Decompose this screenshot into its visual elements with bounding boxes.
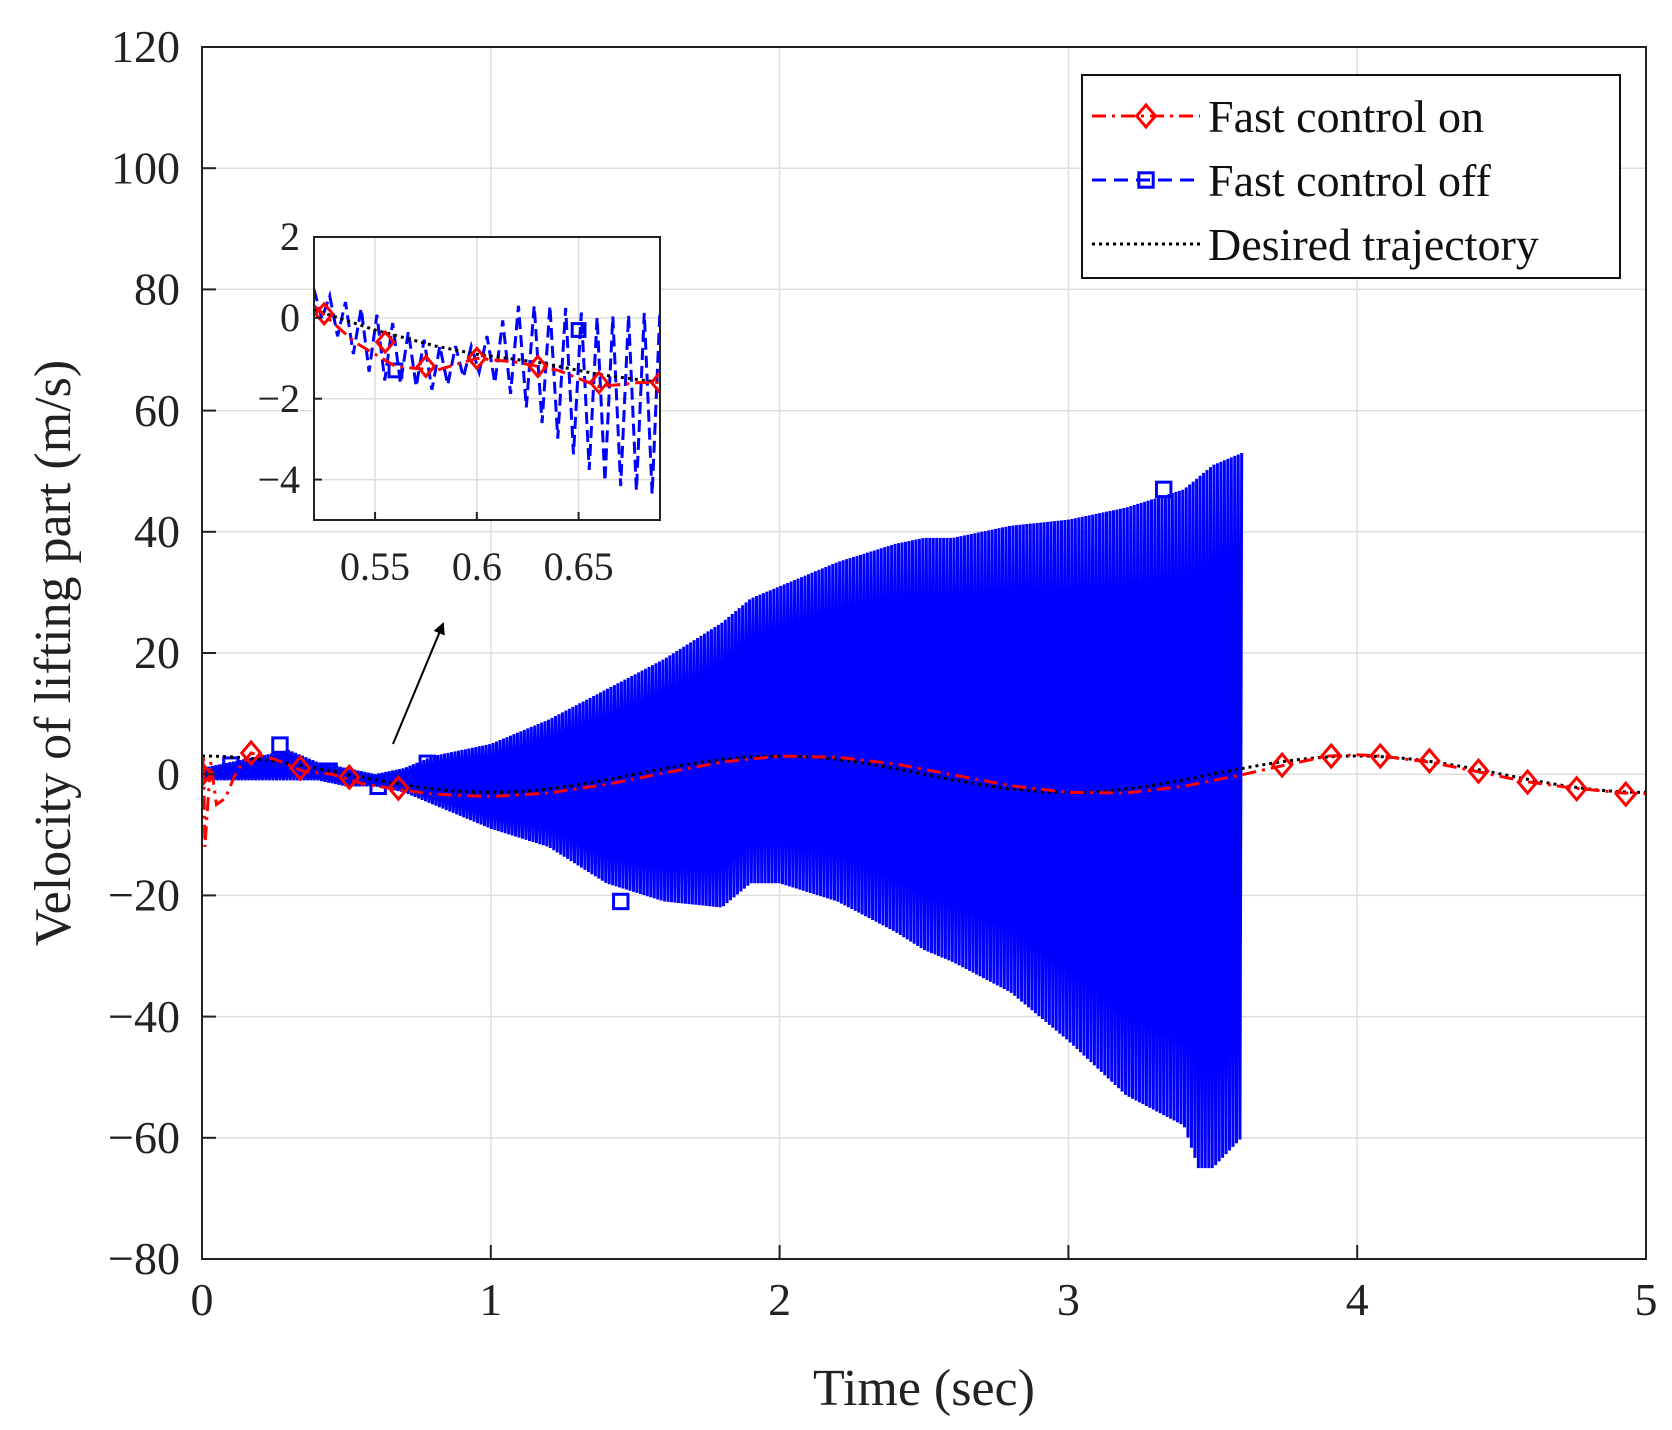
series-fast-control-on-marker <box>1319 742 1343 770</box>
series-fast-control-off-marker <box>271 736 289 754</box>
x-tick-label: 0 <box>191 1274 214 1325</box>
series-fast-control-on-marker <box>1467 757 1490 785</box>
y-tick-label: 80 <box>134 264 180 315</box>
legend-marker-fast-control-off <box>1137 171 1155 189</box>
series-fast-control-on-marker <box>387 774 410 802</box>
y-tick-label: 60 <box>134 385 180 436</box>
legend-label-fast-control-on: Fast control on <box>1208 91 1484 142</box>
series-fast-control-on-marker <box>1516 768 1539 796</box>
x-tick-label: 5 <box>1635 1274 1658 1325</box>
y-tick-label: 0 <box>157 748 180 799</box>
zoom-arrow <box>392 622 445 745</box>
inset-zoom-panel: 0.55 0.6 0.65 2 0 −2 −4 <box>257 214 661 589</box>
x-tick-label: 2 <box>768 1274 791 1325</box>
inset-series-fast-control-on-marker <box>314 301 335 327</box>
series-fast-control-on-marker <box>239 739 263 767</box>
x-axis-label: Time (sec) <box>813 1360 1035 1417</box>
y-tick-label: 100 <box>111 142 180 193</box>
inset-series-fast-control-off-marker <box>387 362 404 379</box>
inset-frame <box>313 236 661 521</box>
inset-y-tick-label: −4 <box>257 457 300 502</box>
series-desired-trajectory-line <box>202 754 1646 794</box>
inset-series-fast-control-on-marker <box>374 329 396 355</box>
series-fast-control-on-marker <box>1614 780 1638 808</box>
inset-x-tick-label: 0.65 <box>544 544 614 589</box>
inset-series-fast-control-on-marker <box>415 354 437 379</box>
series-fast-control-on-marker <box>337 763 361 791</box>
x-tick-label: 3 <box>1057 1274 1080 1325</box>
legend-label-desired-trajectory: Desired trajectory <box>1208 219 1539 270</box>
inset-x-tick-label: 0.55 <box>340 544 410 589</box>
y-tick-label: 20 <box>134 627 180 678</box>
y-tick-label: 120 <box>111 21 180 72</box>
series-fast-control-off-marker <box>1155 480 1173 499</box>
series-fast-control-on-marker <box>1418 747 1441 775</box>
inset-plot-area <box>314 237 660 520</box>
inset-y-tick-label: 0 <box>280 295 300 340</box>
inset-series-fast-control-on-line <box>314 304 660 389</box>
y-axis-label: Velocity of lifting part (m/s) <box>25 360 82 946</box>
y-tick-label: −20 <box>108 870 180 921</box>
y-tick-label: −60 <box>108 1112 180 1163</box>
inset-y-tick-label: −2 <box>257 376 300 421</box>
series-fast-control-on-marker <box>1270 751 1294 779</box>
inset-series-fast-control-on-marker <box>649 370 660 395</box>
series-fast-control-on-marker <box>1368 742 1392 770</box>
inset-series-fast-control-on-marker <box>588 370 610 395</box>
y-tick-label: 40 <box>134 506 180 557</box>
x-tick-label: 4 <box>1346 1274 1369 1325</box>
x-tick-label: 1 <box>479 1274 502 1325</box>
legend-marker-fast-control-on <box>1134 102 1158 130</box>
inset-series-fast-control-on-marker <box>466 345 488 371</box>
series-fast-control-off-line <box>202 453 1244 1169</box>
y-tick-label: −80 <box>108 1233 180 1284</box>
inset-series-desired-trajectory-line <box>314 308 660 385</box>
series-fast-control-on-marker <box>1565 775 1589 803</box>
inset-y-tick-label: 2 <box>280 214 300 259</box>
y-tick-label: −40 <box>108 991 180 1042</box>
series-fast-control-on-marker <box>288 754 312 782</box>
inset-series-fast-control-on-marker <box>527 354 549 379</box>
inset-x-tick-label: 0.6 <box>452 544 502 589</box>
legend: Fast control on Fast control off Desired t… <box>1081 74 1621 279</box>
inset-series-fast-control-off-marker <box>570 322 587 338</box>
series-fast-control-off-marker <box>418 754 436 772</box>
inset-series-fast-control-off-line <box>314 289 660 495</box>
series-fast-control-on-marker <box>202 760 214 788</box>
legend-label-fast-control-off: Fast control off <box>1208 155 1491 206</box>
series-fast-control-off-marker <box>612 892 630 911</box>
